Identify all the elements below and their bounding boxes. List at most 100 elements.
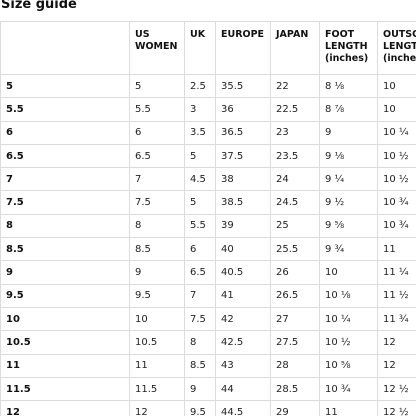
- table-row: 8 8 5.5 39 25 9 ⅝ 10 ¾: [0, 213, 416, 239]
- cell-us-women: 9: [129, 260, 185, 285]
- cell-us-women: 8.5: [129, 237, 185, 262]
- cell-japan: 23.5: [270, 143, 320, 169]
- cell-europe: 41: [215, 283, 271, 308]
- cell-outsole-length: 12: [377, 353, 416, 378]
- cell-size: 7.5: [0, 190, 130, 215]
- table-row: 6 6 3.5 36.5 23 9 10 ¼: [0, 120, 416, 145]
- cell-us-women: 9.5: [129, 283, 185, 308]
- cell-japan: 25: [270, 213, 320, 239]
- cell-japan: 26: [270, 260, 320, 285]
- cell-europe: 40.5: [215, 260, 271, 285]
- cell-japan: 26.5: [270, 283, 320, 308]
- cell-size: 8: [0, 213, 130, 239]
- column-header-outsole-length: OUTSOLE LENGTH (inches): [377, 21, 416, 75]
- cell-us-women: 6.5: [129, 143, 185, 169]
- cell-size: 7: [0, 167, 130, 192]
- cell-foot-length: 10 ¾: [319, 376, 378, 402]
- cell-europe: 42: [215, 306, 271, 332]
- cell-japan: 28.5: [270, 376, 320, 402]
- cell-foot-length: 10: [319, 260, 378, 285]
- cell-outsole-length: 10 ½: [377, 143, 416, 169]
- cell-japan: 29: [270, 400, 320, 416]
- cell-uk: 5: [184, 143, 216, 169]
- cell-size: 6: [0, 120, 130, 145]
- cell-size: 5: [0, 73, 130, 99]
- cell-uk: 8.5: [184, 353, 216, 378]
- cell-us-women: 7.5: [129, 190, 185, 215]
- table-row: 12 12 9.5 44.5 29 11 12 ½: [0, 400, 416, 416]
- column-header-japan: JAPAN: [270, 21, 320, 75]
- cell-uk: 7.5: [184, 306, 216, 332]
- cell-us-women: 6: [129, 120, 185, 145]
- cell-us-women: 11: [129, 353, 185, 378]
- cell-us-women: 10: [129, 306, 185, 332]
- cell-europe: 36: [215, 97, 271, 122]
- table-row: 5.5 5.5 3 36 22.5 8 ⅞ 10: [0, 97, 416, 122]
- size-guide-table: US WOMEN UK EUROPE JAPAN FOOT LENGTH (in…: [0, 21, 416, 416]
- cell-uk: 3.5: [184, 120, 216, 145]
- table-header-row: US WOMEN UK EUROPE JAPAN FOOT LENGTH (in…: [0, 21, 416, 75]
- cell-us-women: 5.5: [129, 97, 185, 122]
- cell-outsole-length: 10: [377, 97, 416, 122]
- cell-outsole-length: 12: [377, 330, 416, 355]
- cell-outsole-length: 12 ½: [377, 376, 416, 402]
- cell-uk: 5.5: [184, 213, 216, 239]
- cell-uk: 2.5: [184, 73, 216, 99]
- cell-foot-length: 11: [319, 400, 378, 416]
- cell-us-women: 10.5: [129, 330, 185, 355]
- cell-uk: 9.5: [184, 400, 216, 416]
- column-header-uk: UK: [184, 21, 216, 75]
- cell-uk: 7: [184, 283, 216, 308]
- column-header-europe: EUROPE: [215, 21, 271, 75]
- cell-europe: 43: [215, 353, 271, 378]
- cell-size: 9: [0, 260, 130, 285]
- cell-foot-length: 9: [319, 120, 378, 145]
- cell-outsole-length: 10 ½: [377, 167, 416, 192]
- table-row: 9.5 9.5 7 41 26.5 10 ⅛ 11 ½: [0, 283, 416, 308]
- cell-size: 6.5: [0, 143, 130, 169]
- column-header-foot-length: FOOT LENGTH (inches): [319, 21, 378, 75]
- table-row: 11 11 8.5 43 28 10 ⅝ 12: [0, 353, 416, 378]
- cell-japan: 27: [270, 306, 320, 332]
- table-row: 7.5 7.5 5 38.5 24.5 9 ½ 10 ¾: [0, 190, 416, 215]
- cell-uk: 4.5: [184, 167, 216, 192]
- cell-europe: 40: [215, 237, 271, 262]
- cell-us-women: 7: [129, 167, 185, 192]
- table-row: 6.5 6.5 5 37.5 23.5 9 ⅛ 10 ½: [0, 143, 416, 169]
- cell-uk: 9: [184, 376, 216, 402]
- cell-uk: 3: [184, 97, 216, 122]
- cell-europe: 42.5: [215, 330, 271, 355]
- cell-uk: 5: [184, 190, 216, 215]
- table-row: 10 10 7.5 42 27 10 ¼ 11 ¾: [0, 306, 416, 332]
- cell-europe: 35.5: [215, 73, 271, 99]
- cell-outsole-length: 11 ¼: [377, 260, 416, 285]
- cell-size: 9.5: [0, 283, 130, 308]
- cell-size: 11.5: [0, 376, 130, 402]
- cell-foot-length: 9 ½: [319, 190, 378, 215]
- cell-size: 10: [0, 306, 130, 332]
- cell-foot-length: 8 ⅛: [319, 73, 378, 99]
- cell-foot-length: 9 ⅛: [319, 143, 378, 169]
- cell-outsole-length: 11 ¾: [377, 306, 416, 332]
- cell-japan: 24.5: [270, 190, 320, 215]
- cell-europe: 39: [215, 213, 271, 239]
- cell-uk: 6.5: [184, 260, 216, 285]
- cell-size: 10.5: [0, 330, 130, 355]
- cell-us-women: 5: [129, 73, 185, 99]
- cell-foot-length: 10 ½: [319, 330, 378, 355]
- cell-japan: 25.5: [270, 237, 320, 262]
- cell-europe: 44.5: [215, 400, 271, 416]
- cell-japan: 28: [270, 353, 320, 378]
- cell-us-women: 11.5: [129, 376, 185, 402]
- table-row: 10.5 10.5 8 42.5 27.5 10 ½ 12: [0, 330, 416, 355]
- cell-europe: 36.5: [215, 120, 271, 145]
- size-table-container[interactable]: US WOMEN UK EUROPE JAPAN FOOT LENGTH (in…: [0, 21, 416, 416]
- cell-uk: 8: [184, 330, 216, 355]
- table-row: 11.5 11.5 9 44 28.5 10 ¾ 12 ½: [0, 376, 416, 402]
- cell-outsole-length: 12 ½: [377, 400, 416, 416]
- cell-japan: 22.5: [270, 97, 320, 122]
- cell-outsole-length: 11: [377, 237, 416, 262]
- cell-foot-length: 9 ¼: [319, 167, 378, 192]
- table-row: 7 7 4.5 38 24 9 ¼ 10 ½: [0, 167, 416, 192]
- cell-size: 12: [0, 400, 130, 416]
